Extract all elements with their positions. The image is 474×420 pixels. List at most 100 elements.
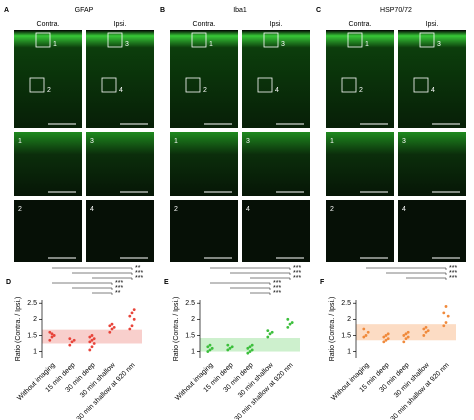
y-tick-label: 1.5 xyxy=(341,332,351,339)
inset-box xyxy=(413,77,429,93)
inset-label: 2 xyxy=(203,87,207,94)
data-point xyxy=(446,314,450,318)
panel-title: HSP70/72 xyxy=(380,7,412,14)
significance-label: *** xyxy=(293,270,301,277)
zoom-label: 2 xyxy=(330,206,334,213)
micrograph-zoom xyxy=(326,200,394,262)
data-point xyxy=(406,330,410,334)
inset-label: 4 xyxy=(275,87,279,94)
data-point xyxy=(266,335,270,339)
micrograph-zoom xyxy=(14,132,82,196)
micrograph-zoom xyxy=(14,200,82,262)
data-point xyxy=(246,351,250,355)
zoom-label: 4 xyxy=(246,206,250,213)
data-point xyxy=(384,338,388,342)
data-point xyxy=(268,332,272,336)
column-label: Contra. xyxy=(37,21,60,28)
data-point xyxy=(422,334,426,337)
column-label: Ipsi. xyxy=(270,21,283,28)
inset-label: 1 xyxy=(209,41,213,48)
inset-label: 4 xyxy=(431,87,435,94)
micrograph-zoom xyxy=(86,132,154,196)
data-point xyxy=(88,340,92,344)
data-point xyxy=(290,321,294,324)
data-point xyxy=(442,311,446,315)
y-axis-label: Ratio (Contra. / Ipsi.) xyxy=(173,297,180,362)
inset-box xyxy=(347,32,363,48)
zoom-label: 3 xyxy=(402,138,406,145)
micrograph xyxy=(398,30,466,128)
data-point xyxy=(384,334,388,337)
data-point xyxy=(132,317,136,321)
significance-label: *** xyxy=(135,270,143,277)
significance-label: *** xyxy=(273,285,281,292)
x-tick-label: 30 min shallow xyxy=(393,361,431,399)
inset-box xyxy=(107,32,123,48)
inset-box xyxy=(263,32,279,48)
micrograph xyxy=(14,30,82,128)
data-point xyxy=(286,325,290,329)
significance-line xyxy=(72,287,113,290)
data-point xyxy=(364,334,368,337)
y-axis-label: Ratio (Contra. / Ipsi.) xyxy=(329,297,336,362)
significance-label: ** xyxy=(115,290,121,297)
micrograph-zoom xyxy=(398,132,466,196)
inset-label: 1 xyxy=(53,41,57,48)
significance-label: *** xyxy=(293,275,301,282)
data-point xyxy=(128,327,132,331)
data-point xyxy=(402,340,406,344)
y-tick-label: 2.5 xyxy=(27,300,37,307)
significance-label: *** xyxy=(115,280,123,287)
inset-label: 3 xyxy=(437,41,441,48)
panel-letter: C xyxy=(316,7,321,14)
data-point xyxy=(50,332,54,336)
significance-line xyxy=(52,267,133,270)
data-point xyxy=(286,317,290,321)
significance-line xyxy=(366,267,447,270)
y-tick-label: 1 xyxy=(347,348,351,355)
data-point xyxy=(424,330,428,334)
significance-line xyxy=(406,277,447,280)
data-point xyxy=(248,350,252,353)
data-point xyxy=(386,332,390,336)
panel-letter: E xyxy=(164,279,169,286)
data-point xyxy=(382,340,386,344)
significance-label: *** xyxy=(293,265,301,272)
data-point xyxy=(206,350,210,353)
inset-label: 2 xyxy=(359,87,363,94)
significance-line xyxy=(72,272,133,275)
significance-line xyxy=(386,272,447,275)
data-point xyxy=(266,329,270,333)
y-axis-label: Ratio (Contra. / Ipsi.) xyxy=(15,297,22,362)
column-label: Contra. xyxy=(193,21,216,28)
micrograph-zoom xyxy=(170,132,238,196)
y-tick-label: 2 xyxy=(191,316,195,323)
y-tick-label: 2 xyxy=(33,316,37,323)
significance-label: *** xyxy=(449,270,457,277)
y-tick-label: 2.5 xyxy=(341,300,351,307)
column-label: Contra. xyxy=(349,21,372,28)
data-point xyxy=(90,338,94,342)
panel-title: Iba1 xyxy=(233,7,247,14)
data-point xyxy=(48,338,52,342)
micrograph xyxy=(242,30,310,128)
data-point xyxy=(382,335,386,339)
column-label: Ipsi. xyxy=(114,21,127,28)
inset-box xyxy=(101,77,117,93)
y-tick-label: 1.5 xyxy=(27,332,37,339)
micrograph-zoom xyxy=(170,200,238,262)
micrograph-zoom xyxy=(86,200,154,262)
reference-band xyxy=(200,338,300,352)
zoom-label: 3 xyxy=(90,138,94,145)
data-point xyxy=(68,343,72,347)
data-point xyxy=(226,343,230,347)
zoom-label: 2 xyxy=(18,206,22,213)
data-point xyxy=(110,322,114,326)
inset-label: 3 xyxy=(281,41,285,48)
micrograph xyxy=(170,30,238,128)
inset-label: 1 xyxy=(365,41,369,48)
panel-letter: B xyxy=(160,7,165,14)
data-point xyxy=(444,321,448,324)
data-point xyxy=(88,335,92,339)
micrograph xyxy=(326,30,394,128)
